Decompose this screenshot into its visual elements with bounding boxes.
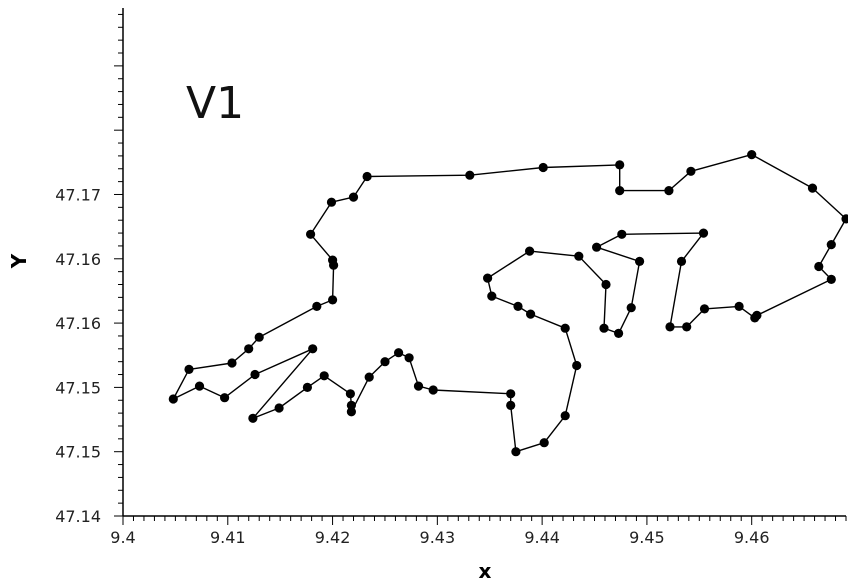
data-point xyxy=(574,251,584,261)
y-tick-label: 47.15 xyxy=(55,378,101,397)
x-tick-label: 9.41 xyxy=(210,528,246,547)
data-point xyxy=(826,274,836,284)
chart-annotation: V1 xyxy=(186,78,244,129)
data-point xyxy=(328,255,338,265)
data-point xyxy=(308,344,318,354)
data-point xyxy=(346,407,356,417)
data-point xyxy=(617,229,627,239)
data-point xyxy=(526,309,536,319)
data-point xyxy=(511,447,521,457)
data-point xyxy=(807,183,818,193)
x-tick-label: 9.46 xyxy=(734,528,770,547)
x-tick-label: 9.43 xyxy=(420,528,456,547)
data-point xyxy=(312,301,322,311)
y-tick-label: 47.15 xyxy=(55,443,101,462)
data-point xyxy=(487,291,497,301)
data-point xyxy=(734,301,744,311)
data-point xyxy=(428,385,438,395)
data-point xyxy=(306,229,316,239)
data-point xyxy=(615,160,625,170)
y-axis-title: Y xyxy=(7,253,31,269)
data-point xyxy=(254,332,264,342)
data-point xyxy=(750,313,760,323)
x-tick-label: 9.44 xyxy=(524,528,560,547)
data-point xyxy=(274,403,284,413)
data-point xyxy=(841,214,848,224)
data-point xyxy=(635,256,645,266)
data-point xyxy=(747,150,757,160)
data-point xyxy=(599,323,609,333)
data-point xyxy=(513,301,523,311)
data-point xyxy=(319,371,329,381)
data-point xyxy=(506,389,516,399)
data-point xyxy=(248,413,258,423)
x-tick-label: 9.4 xyxy=(110,528,135,547)
data-point xyxy=(686,166,696,176)
data-point xyxy=(814,261,824,272)
data-point xyxy=(168,394,178,404)
data-point xyxy=(250,369,260,380)
data-point xyxy=(699,304,710,314)
data-point xyxy=(698,228,709,238)
data-point xyxy=(364,372,374,382)
data-point xyxy=(538,162,548,173)
data-point xyxy=(345,389,355,399)
data-point xyxy=(184,364,194,374)
axis-ticks: 9.4 9.41 9.42 9.43 9.44 9.45 9.46 47.14 47.15 47.… xyxy=(55,13,847,547)
data-point xyxy=(592,242,602,252)
data-point xyxy=(601,279,611,290)
y-tick-label: 47.17 xyxy=(55,185,101,204)
y-tick-label: 47.14 xyxy=(55,507,101,526)
axes xyxy=(122,8,846,517)
y-tick-label: 47.16 xyxy=(55,250,101,269)
data-point xyxy=(676,256,687,266)
data-point xyxy=(560,323,570,333)
data-point xyxy=(302,382,312,392)
data-point xyxy=(826,240,836,250)
data-point xyxy=(614,328,624,338)
data-point xyxy=(244,344,254,354)
data-point xyxy=(194,381,205,391)
data-point xyxy=(615,186,625,196)
data-point xyxy=(348,192,359,202)
data-point xyxy=(346,400,356,410)
data-point xyxy=(539,438,549,448)
data-point xyxy=(413,381,424,391)
data-point xyxy=(483,273,493,283)
data-point xyxy=(665,322,675,332)
data-point xyxy=(380,357,390,367)
data-point xyxy=(506,400,516,410)
data-point xyxy=(362,171,372,182)
x-tick-label: 9.42 xyxy=(315,528,351,547)
data-point xyxy=(394,348,404,358)
data-point xyxy=(227,358,237,368)
data-point xyxy=(328,295,338,305)
y-tick-label: 47.16 xyxy=(55,314,101,333)
data-point xyxy=(572,360,582,371)
data-point xyxy=(682,322,692,332)
data-point xyxy=(220,393,230,403)
data-point xyxy=(404,353,414,363)
x-axis-title: x xyxy=(479,559,492,582)
data-point xyxy=(664,186,674,196)
data-point xyxy=(626,303,636,313)
data-point xyxy=(525,246,535,256)
data-point xyxy=(465,170,475,180)
series-layer xyxy=(168,150,848,457)
data-point xyxy=(326,197,337,207)
data-point xyxy=(560,411,570,421)
x-tick-label: 9.45 xyxy=(629,528,665,547)
